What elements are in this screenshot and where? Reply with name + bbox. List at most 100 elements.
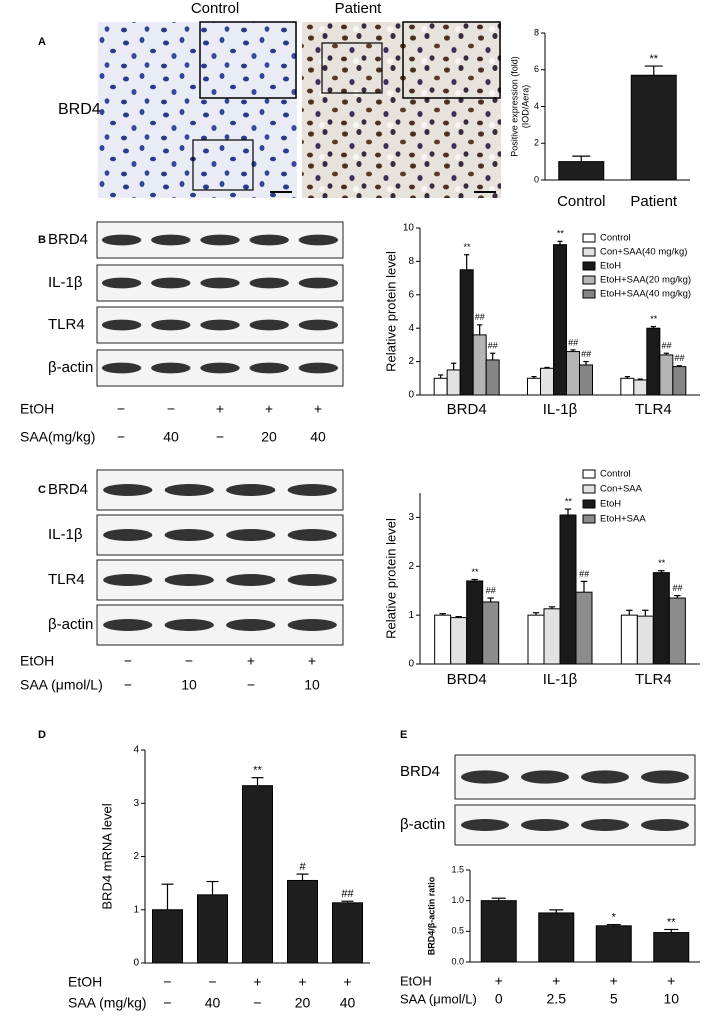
band bbox=[226, 484, 276, 496]
y-axis-label: Relative protein level bbox=[383, 251, 398, 372]
band bbox=[226, 574, 276, 586]
band bbox=[249, 362, 289, 374]
legend-label: EtoH bbox=[600, 499, 621, 510]
legend-label: Con+SAA(40 mg/kg) bbox=[600, 247, 687, 258]
band bbox=[226, 529, 276, 541]
bar bbox=[659, 354, 674, 396]
condition-value: + bbox=[667, 973, 675, 989]
bar bbox=[540, 367, 554, 396]
legend-label: Con+SAA bbox=[600, 484, 643, 495]
y-tick-label: 8 bbox=[408, 256, 414, 267]
band bbox=[521, 770, 569, 784]
condition-value: + bbox=[308, 653, 316, 669]
band bbox=[200, 277, 240, 289]
x-tick-label: Control bbox=[557, 193, 605, 210]
annotation: ** bbox=[471, 567, 479, 577]
condition-label: EtOH bbox=[20, 401, 54, 417]
y-axis-label: (IOD/Aera) bbox=[520, 85, 530, 129]
x-tick-label: BRD4 bbox=[447, 671, 487, 688]
annotation: ## bbox=[661, 341, 672, 351]
annotation: ** bbox=[667, 916, 676, 928]
annotation: ** bbox=[649, 53, 658, 65]
y-tick-label: 10 bbox=[403, 223, 415, 234]
band bbox=[287, 529, 337, 541]
panel-letter: C bbox=[38, 484, 46, 496]
y-tick-label: 6 bbox=[408, 289, 414, 300]
annotation: ## bbox=[475, 312, 486, 322]
y-axis-label: BRD4/β-actin ratio bbox=[426, 876, 436, 955]
condition-value: − bbox=[216, 429, 224, 445]
annotation: ** bbox=[556, 229, 564, 239]
image-label: BRD4 bbox=[58, 101, 101, 118]
band bbox=[200, 319, 240, 331]
bar bbox=[672, 366, 687, 396]
band bbox=[101, 234, 142, 246]
condition-value: 10 bbox=[663, 991, 679, 1007]
band bbox=[521, 819, 569, 831]
band bbox=[298, 277, 339, 289]
legend-swatch bbox=[582, 289, 596, 299]
annotation: ## bbox=[581, 349, 592, 359]
band bbox=[287, 574, 337, 586]
y-tick-label: 2 bbox=[133, 851, 139, 862]
condition-value: 5 bbox=[610, 991, 618, 1007]
condition-value: + bbox=[610, 973, 618, 989]
bar bbox=[466, 580, 484, 665]
bar bbox=[538, 912, 575, 963]
condition-value: 0 bbox=[495, 991, 503, 1007]
y-tick-label: 1.5 bbox=[451, 864, 464, 874]
band bbox=[298, 319, 339, 331]
panel-letter: A bbox=[38, 36, 46, 48]
y-axis-label: Relative protein level bbox=[383, 518, 398, 639]
legend-label: EtoH+SAA bbox=[600, 514, 646, 525]
legend-swatch bbox=[582, 499, 596, 509]
blot-label: β-actin bbox=[48, 616, 93, 633]
inset-box bbox=[321, 42, 383, 94]
bar bbox=[633, 379, 648, 396]
micrographs bbox=[98, 21, 501, 198]
y-tick-label: 3 bbox=[408, 512, 414, 523]
condition-value: + bbox=[552, 973, 560, 989]
annotation: ** bbox=[650, 314, 658, 324]
condition-label: EtOH bbox=[400, 973, 432, 988]
band bbox=[151, 362, 191, 374]
x-tick-label: IL-1β bbox=[543, 671, 578, 688]
blot-label: TLR4 bbox=[48, 316, 85, 333]
legend-swatch bbox=[582, 261, 596, 271]
condition-value: + bbox=[247, 653, 255, 669]
y-tick-label: 8 bbox=[534, 27, 539, 37]
condition-value: + bbox=[495, 973, 503, 989]
x-tick-label: TLR4 bbox=[635, 401, 672, 418]
bar bbox=[595, 925, 632, 963]
condition-value: + bbox=[343, 974, 351, 990]
annotation: ## bbox=[488, 341, 499, 351]
annotation: ## bbox=[674, 353, 685, 363]
bar bbox=[668, 597, 686, 665]
condition-value: − bbox=[163, 974, 171, 990]
y-tick-label: 2 bbox=[534, 138, 539, 148]
bar bbox=[242, 785, 273, 964]
annotation: ** bbox=[253, 765, 262, 777]
bar bbox=[653, 932, 690, 963]
legend-swatch bbox=[582, 514, 596, 524]
annotation: ## bbox=[672, 583, 683, 593]
x-tick-label: BRD4 bbox=[447, 401, 487, 418]
band bbox=[101, 362, 142, 374]
legend-label: Control bbox=[600, 233, 631, 244]
y-tick-label: 3 bbox=[133, 798, 139, 809]
bar bbox=[434, 614, 452, 665]
legend-label: EtoH+SAA(40 mg/kg) bbox=[600, 289, 691, 300]
bar bbox=[575, 591, 593, 665]
blot-label: β-actin bbox=[400, 816, 445, 833]
bar bbox=[527, 377, 541, 396]
band bbox=[461, 770, 509, 784]
condition-label: SAA (μmol/L) bbox=[400, 991, 477, 1006]
legend-label: EtoH+SAA(20 mg/kg) bbox=[600, 275, 691, 286]
annotation: ## bbox=[568, 337, 579, 347]
annotation: ** bbox=[564, 496, 572, 506]
condition-value: − bbox=[124, 677, 132, 693]
band bbox=[103, 529, 153, 541]
condition-value: − bbox=[117, 429, 125, 445]
blot-label: BRD4 bbox=[48, 481, 88, 498]
